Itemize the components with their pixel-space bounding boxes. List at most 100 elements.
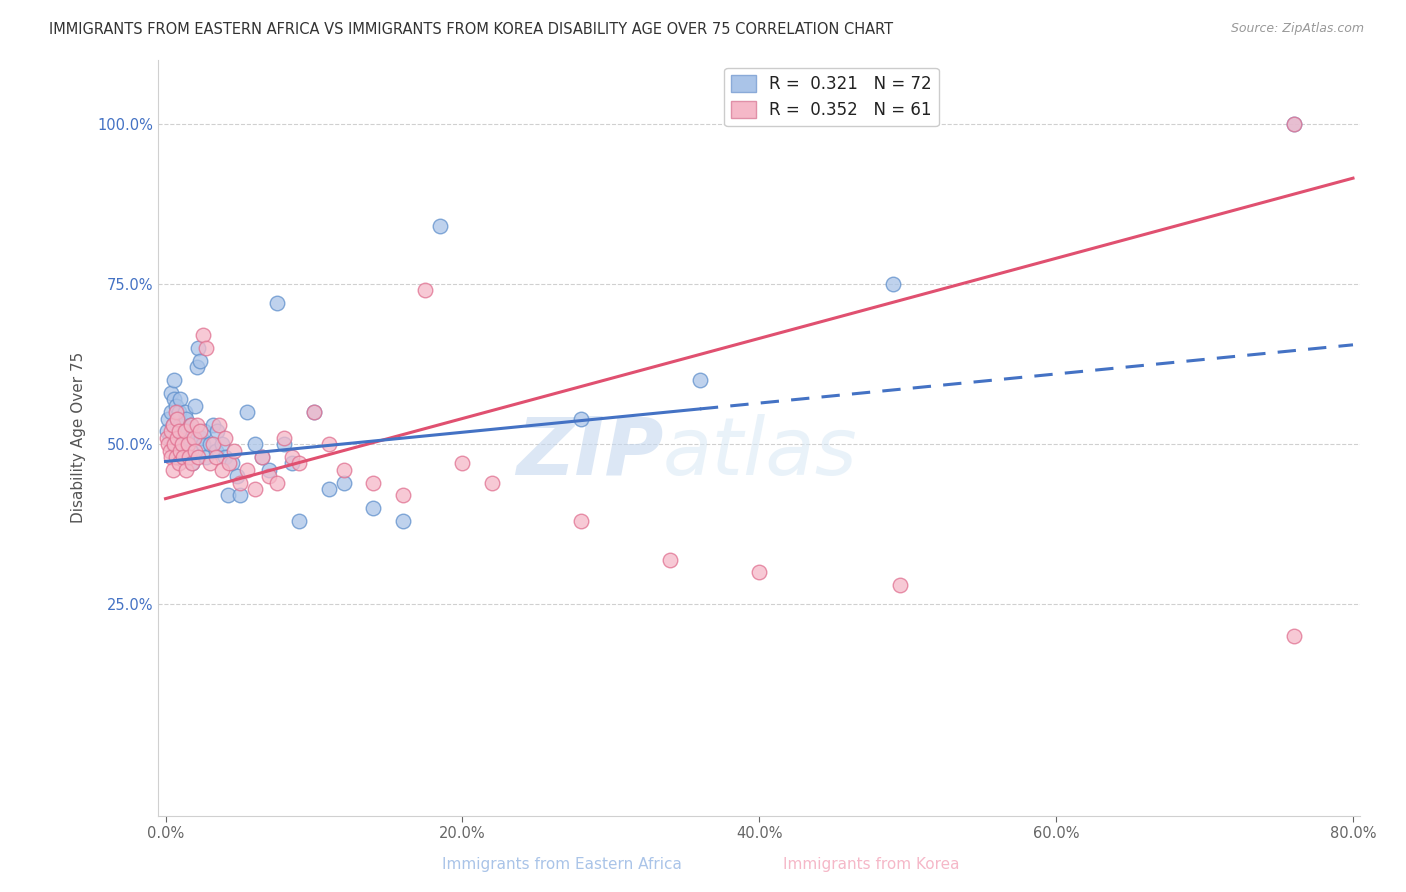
- Point: [181, 456, 204, 470]
- Point: [163, 373, 186, 387]
- Point: [1282, 629, 1305, 643]
- Point: [166, 450, 188, 464]
- Point: [413, 283, 436, 297]
- Point: [179, 431, 201, 445]
- Point: [1282, 117, 1305, 131]
- Text: Source: ZipAtlas.com: Source: ZipAtlas.com: [1230, 22, 1364, 36]
- Point: [302, 405, 325, 419]
- Point: [198, 456, 221, 470]
- Point: [157, 437, 180, 451]
- Point: [166, 411, 188, 425]
- Point: [193, 425, 215, 439]
- Point: [280, 450, 302, 464]
- Point: [187, 450, 209, 464]
- Point: [392, 514, 415, 528]
- Point: [569, 514, 592, 528]
- Point: [170, 425, 193, 439]
- Text: Immigrants from Eastern Africa: Immigrants from Eastern Africa: [443, 857, 682, 872]
- Point: [162, 417, 184, 432]
- Point: [167, 405, 190, 419]
- Point: [165, 437, 187, 451]
- Point: [162, 437, 184, 451]
- Point: [177, 425, 200, 439]
- Point: [222, 443, 245, 458]
- Point: [318, 482, 340, 496]
- Point: [198, 437, 221, 451]
- Point: [236, 463, 259, 477]
- Point: [166, 431, 188, 445]
- Point: [169, 443, 191, 458]
- Point: [174, 411, 197, 425]
- Point: [211, 463, 233, 477]
- Point: [191, 437, 214, 451]
- Point: [170, 437, 193, 451]
- Point: [186, 417, 208, 432]
- Point: [184, 399, 207, 413]
- Point: [225, 469, 247, 483]
- Point: [217, 488, 239, 502]
- Point: [188, 354, 211, 368]
- Point: [889, 578, 911, 592]
- Point: [882, 277, 904, 291]
- Point: [266, 296, 288, 310]
- Text: ZIP: ZIP: [516, 414, 664, 491]
- Point: [159, 443, 181, 458]
- Point: [194, 450, 217, 464]
- Point: [363, 501, 385, 516]
- Point: [280, 456, 302, 470]
- Point: [156, 431, 179, 445]
- Text: IMMIGRANTS FROM EASTERN AFRICA VS IMMIGRANTS FROM KOREA DISABILITY AGE OVER 75 C: IMMIGRANTS FROM EASTERN AFRICA VS IMMIGR…: [49, 22, 893, 37]
- Point: [180, 417, 202, 432]
- Point: [569, 411, 592, 425]
- Point: [167, 425, 190, 439]
- Point: [188, 425, 211, 439]
- Point: [160, 405, 183, 419]
- Point: [179, 450, 201, 464]
- Text: Immigrants from Korea: Immigrants from Korea: [783, 857, 960, 872]
- Point: [273, 431, 295, 445]
- Point: [451, 456, 474, 470]
- Point: [177, 437, 200, 451]
- Point: [318, 437, 340, 451]
- Point: [173, 425, 195, 439]
- Point: [1282, 117, 1305, 131]
- Text: atlas: atlas: [664, 414, 858, 491]
- Point: [689, 373, 711, 387]
- Point: [170, 450, 193, 464]
- Point: [392, 488, 415, 502]
- Point: [208, 417, 231, 432]
- Point: [167, 443, 190, 458]
- Point: [288, 456, 311, 470]
- Point: [162, 463, 184, 477]
- Point: [363, 475, 385, 490]
- Point: [218, 456, 240, 470]
- Point: [221, 456, 243, 470]
- Point: [243, 482, 266, 496]
- Point: [183, 431, 205, 445]
- Y-axis label: Disability Age Over 75: Disability Age Over 75: [72, 352, 86, 524]
- Point: [748, 566, 770, 580]
- Point: [166, 431, 188, 445]
- Point: [169, 437, 191, 451]
- Point: [302, 405, 325, 419]
- Point: [236, 405, 259, 419]
- Point: [163, 392, 186, 407]
- Point: [165, 405, 187, 419]
- Point: [172, 417, 194, 432]
- Point: [156, 425, 179, 439]
- Point: [184, 443, 207, 458]
- Point: [174, 437, 197, 451]
- Point: [214, 431, 236, 445]
- Point: [194, 341, 217, 355]
- Point: [167, 456, 190, 470]
- Point: [187, 341, 209, 355]
- Point: [229, 488, 252, 502]
- Point: [259, 463, 281, 477]
- Point: [243, 437, 266, 451]
- Point: [229, 475, 252, 490]
- Point: [259, 469, 281, 483]
- Point: [160, 385, 183, 400]
- Point: [169, 417, 191, 432]
- Point: [429, 219, 451, 234]
- Point: [159, 431, 181, 445]
